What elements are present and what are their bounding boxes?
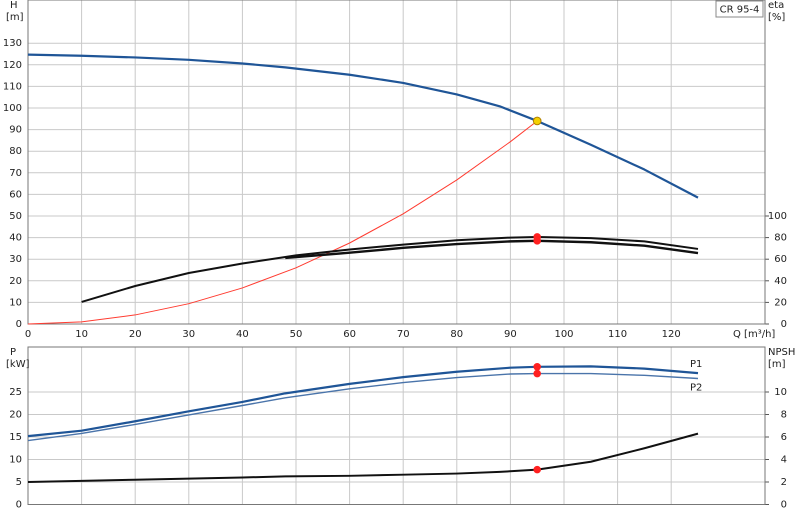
x-tick-label: 100 bbox=[554, 329, 573, 340]
series-label: P1 bbox=[690, 359, 702, 370]
operating-point bbox=[533, 369, 541, 378]
series-line bbox=[285, 239, 699, 260]
y-tick-label: 0 bbox=[16, 500, 22, 511]
y-tick-label: 10 bbox=[9, 455, 22, 466]
operating-point bbox=[532, 116, 542, 126]
y2-tick-label: 4 bbox=[781, 455, 787, 466]
y2-tick-label: 10 bbox=[774, 387, 787, 398]
x-tick-label: 110 bbox=[608, 329, 627, 340]
y-tick-label: 20 bbox=[9, 276, 22, 287]
title-box bbox=[715, 0, 764, 18]
y-tick-label: 0 bbox=[16, 319, 22, 330]
y2-axis-label: NPSH bbox=[768, 347, 795, 358]
plot-border bbox=[27, 0, 766, 325]
y2-tick-label: 6 bbox=[781, 432, 787, 443]
x-tick-label: 30 bbox=[182, 329, 195, 340]
y-tick-label: 110 bbox=[3, 81, 22, 92]
series-line bbox=[27, 372, 699, 442]
y2-tick-label: 100 bbox=[768, 211, 787, 222]
y-tick-label: 5 bbox=[16, 477, 22, 488]
plot-border bbox=[27, 346, 766, 505]
x-tick-label: 80 bbox=[450, 329, 463, 340]
series-line bbox=[27, 120, 538, 325]
x-tick-label: 70 bbox=[397, 329, 410, 340]
operating-point bbox=[533, 363, 541, 371]
y-tick-label: 10 bbox=[9, 297, 22, 308]
y-tick-label: 70 bbox=[9, 168, 22, 179]
series-line bbox=[27, 53, 699, 199]
y-axis-label: P bbox=[10, 347, 16, 358]
series-label: P2 bbox=[690, 383, 702, 394]
y-tick-label: 120 bbox=[3, 60, 22, 71]
operating-point bbox=[533, 237, 541, 245]
y2-tick-label: 60 bbox=[774, 254, 787, 265]
y-tick-label: 90 bbox=[9, 125, 22, 136]
y-tick-label: 130 bbox=[3, 38, 22, 49]
x-axis-label: Q [m³/h] bbox=[733, 329, 775, 340]
y-tick-label: 25 bbox=[9, 387, 22, 398]
y2-tick-label: 40 bbox=[774, 276, 787, 287]
y-axis-label: H bbox=[10, 0, 18, 11]
x-tick-label: 20 bbox=[129, 329, 142, 340]
plot-area bbox=[28, 0, 765, 324]
y-tick-label: 100 bbox=[3, 103, 22, 114]
series-line bbox=[27, 432, 699, 483]
y2-tick-label: 20 bbox=[774, 297, 787, 308]
y-axis-label: [kW] bbox=[6, 359, 30, 370]
y-tick-label: 50 bbox=[9, 211, 22, 222]
series-line bbox=[81, 235, 699, 303]
y-axis-label: [m] bbox=[6, 12, 24, 23]
y-tick-label: 40 bbox=[9, 233, 22, 244]
y2-tick-label: 80 bbox=[774, 233, 787, 244]
x-tick-label: 60 bbox=[343, 329, 356, 340]
y-tick-label: 80 bbox=[9, 146, 22, 157]
y2-tick-label: 0 bbox=[781, 500, 787, 511]
plot-area bbox=[28, 347, 765, 505]
y-tick-label: 15 bbox=[9, 432, 22, 443]
chart-title: CR 95-4 bbox=[720, 5, 760, 16]
x-tick-label: 120 bbox=[662, 329, 681, 340]
y2-axis-label: eta bbox=[768, 0, 784, 11]
x-tick-label: 90 bbox=[504, 329, 517, 340]
x-tick-label: 0 bbox=[25, 329, 31, 340]
y2-tick-label: 0 bbox=[781, 319, 787, 330]
y2-tick-label: 2 bbox=[781, 477, 787, 488]
y-tick-label: 20 bbox=[9, 410, 22, 421]
series-line bbox=[27, 365, 699, 438]
operating-point bbox=[533, 465, 541, 474]
y2-tick-label: 8 bbox=[781, 410, 787, 421]
x-tick-label: 10 bbox=[75, 329, 88, 340]
x-tick-label: 50 bbox=[290, 329, 303, 340]
y2-axis-label: [m] bbox=[768, 359, 786, 370]
y-tick-label: 30 bbox=[9, 254, 22, 265]
x-tick-label: 40 bbox=[236, 329, 249, 340]
y2-axis-label: [%] bbox=[768, 12, 785, 23]
y-tick-label: 60 bbox=[9, 189, 22, 200]
